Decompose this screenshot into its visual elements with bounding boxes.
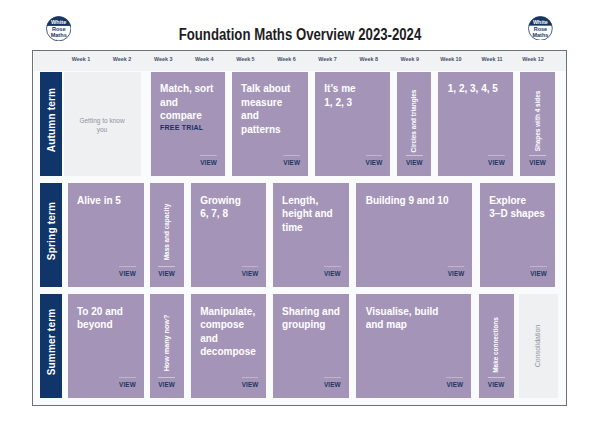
svg-text:White: White <box>533 19 548 25</box>
svg-text:White: White <box>51 19 66 25</box>
